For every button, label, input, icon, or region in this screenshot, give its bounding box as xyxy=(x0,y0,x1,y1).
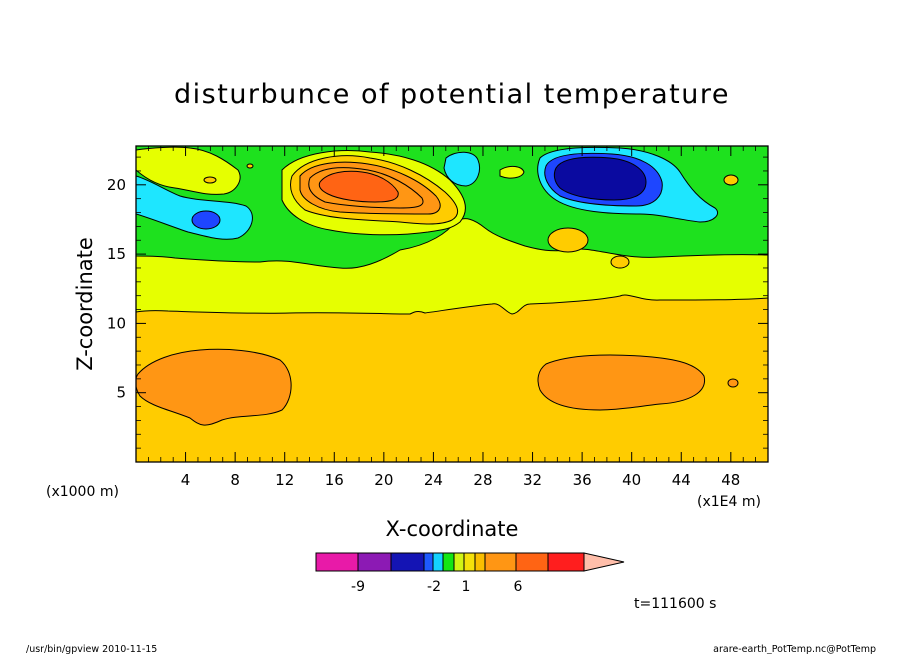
contour-orange-dot xyxy=(727,378,739,388)
colorbar-swatch xyxy=(390,552,425,572)
plot-frame xyxy=(135,145,769,463)
colorbar-label: 6 xyxy=(514,579,523,595)
x-tick-label: 16 xyxy=(325,471,344,489)
x-unit-left: (x1000 m) xyxy=(46,484,119,500)
x-tick-label: 40 xyxy=(622,471,641,489)
chart-title: disturbunce of potential temperature xyxy=(174,79,730,110)
colorbar-swatch xyxy=(432,552,444,572)
y-tick-label: 15 xyxy=(107,245,126,263)
contour-field xyxy=(136,146,768,462)
contour-blue-left xyxy=(191,210,221,230)
colorbar-swatch xyxy=(315,552,359,572)
x-unit-right: (x1E4 m) xyxy=(697,494,761,510)
y-tick-label: 5 xyxy=(116,384,126,402)
x-tick-label: 32 xyxy=(523,471,542,489)
time-label: t=111600 s xyxy=(634,596,716,612)
colorbar-labels: -9 -2 1 6 xyxy=(351,579,523,595)
x-tick-label: 28 xyxy=(473,471,492,489)
colorbar-swatch xyxy=(474,552,486,572)
colorbar-swatch xyxy=(547,552,585,572)
x-tick-label: 24 xyxy=(424,471,443,489)
footer-right: arare-earth_PotTemp.nc@PotTemp xyxy=(713,644,876,654)
contour-gold-island xyxy=(547,227,589,253)
x-tick-label: 48 xyxy=(721,471,740,489)
colorbar-arrow xyxy=(583,552,625,572)
contour-small-island-c xyxy=(246,163,254,169)
colorbar-label: -2 xyxy=(427,579,441,595)
colorbar-label: 1 xyxy=(462,579,471,595)
contour-yellow-blob-right xyxy=(499,165,525,179)
footer-left: /usr/bin/gpview 2010-11-15 xyxy=(26,644,157,654)
colorbar xyxy=(315,552,625,572)
colorbar-swatch xyxy=(453,552,465,572)
x-tick-label: 4 xyxy=(181,471,191,489)
x-tick-label: 12 xyxy=(275,471,294,489)
x-tick-label: 8 xyxy=(230,471,240,489)
contour-cyan-blob xyxy=(443,151,480,187)
x-tick-label: 44 xyxy=(672,471,691,489)
contour-small-island-b xyxy=(723,174,739,186)
colorbar-swatch xyxy=(463,552,476,572)
contour-orange-blob-left xyxy=(136,348,292,426)
contour-small-island-a xyxy=(203,176,217,184)
x-tick-label: 36 xyxy=(573,471,592,489)
colorbar-swatch xyxy=(423,552,434,572)
x-axis-title: X-coordinate xyxy=(386,517,519,541)
y-axis-title: Z-coordinate xyxy=(73,237,97,371)
y-tick-label: 20 xyxy=(107,176,126,194)
colorbar-label: -9 xyxy=(351,579,365,595)
contour-cold-core xyxy=(553,156,647,201)
y-axis: 5 10 15 20 xyxy=(107,156,768,449)
contour-orange-blob-right xyxy=(537,354,706,411)
colorbar-swatch xyxy=(442,552,455,572)
contour-cold-left xyxy=(136,175,253,240)
x-tick-label: 20 xyxy=(374,471,393,489)
contour-gold-island-small xyxy=(610,255,630,269)
contour-warm-core xyxy=(318,170,399,203)
y-tick-label: 10 xyxy=(107,314,126,332)
colorbar-swatch xyxy=(515,552,549,572)
colorbar-swatch xyxy=(484,552,517,572)
x-axis: 4 8 12 16 20 24 28 32 36 40 44 48 xyxy=(147,146,757,489)
colorbar-swatch xyxy=(357,552,392,572)
